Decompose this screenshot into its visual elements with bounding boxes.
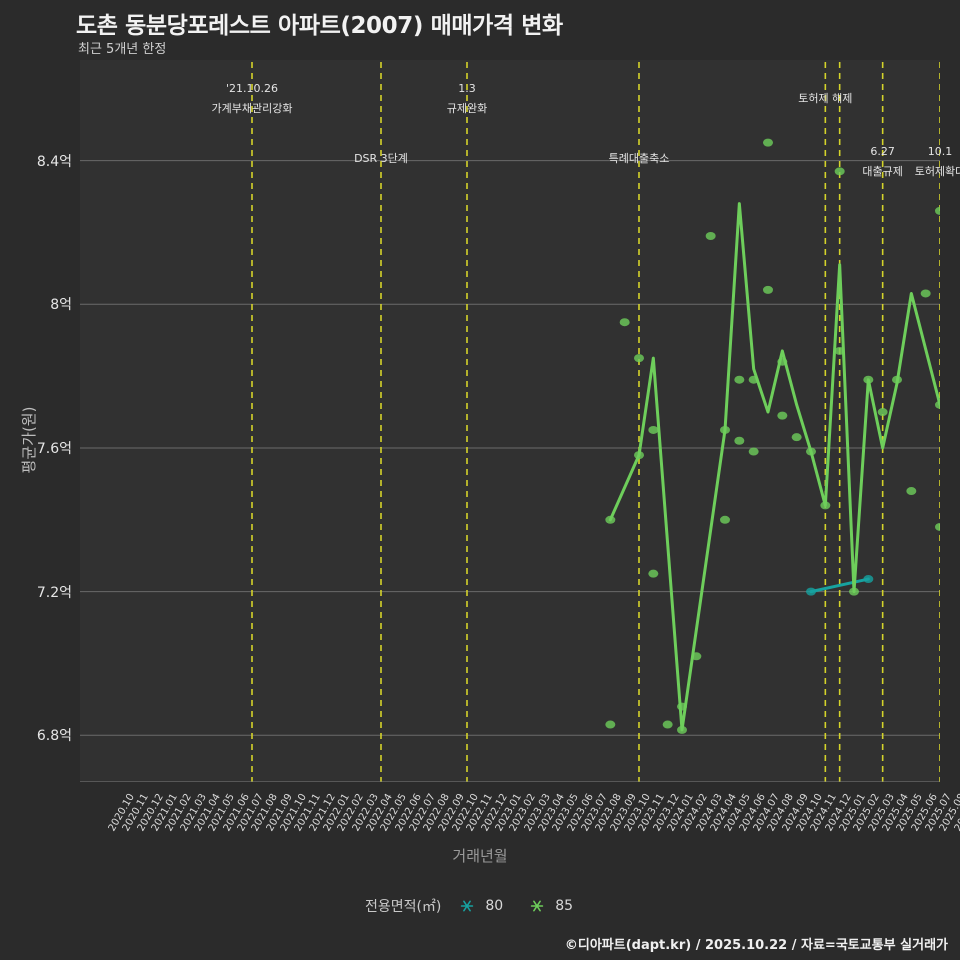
data-point[interactable] — [791, 433, 802, 442]
data-point[interactable] — [605, 720, 616, 729]
event-name-label: 특례대출축소 — [608, 152, 670, 165]
data-point[interactable] — [935, 522, 940, 531]
event-date-label: '21.10.26 — [225, 82, 279, 95]
data-point[interactable] — [906, 487, 917, 496]
data-point[interactable] — [806, 447, 816, 456]
legend-title: 전용면적(㎡) — [364, 899, 442, 915]
data-point[interactable] — [935, 206, 940, 215]
data-point[interactable] — [777, 357, 788, 366]
data-point[interactable] — [720, 515, 730, 524]
series-line-80 — [809, 577, 870, 594]
data-point[interactable] — [734, 436, 745, 445]
data-point[interactable] — [605, 515, 616, 524]
data-point[interactable] — [677, 702, 687, 711]
data-point[interactable] — [634, 354, 644, 363]
data-point[interactable] — [777, 411, 788, 420]
data-point[interactable] — [863, 375, 874, 384]
legend-items: 80 85 — [455, 898, 595, 914]
data-point[interactable] — [863, 575, 874, 584]
data-point[interactable] — [849, 587, 859, 596]
y-axis-tick-label: 8억 — [50, 297, 72, 314]
data-point[interactable] — [834, 167, 845, 176]
data-point[interactable] — [763, 138, 773, 147]
plot-background — [80, 60, 940, 782]
legend-label-80[interactable]: 80 — [485, 898, 504, 914]
event-date-label: 1.3 — [458, 82, 476, 95]
footer-credit: ©디아파트(dapt.kr) / 2025.10.22 / 자료=국토교통부 실… — [564, 938, 948, 953]
data-point[interactable] — [662, 720, 673, 729]
event-name-label: 토허제확대 — [914, 165, 960, 178]
data-point[interactable] — [763, 285, 773, 294]
data-point[interactable] — [734, 375, 745, 384]
plot-svg — [80, 60, 940, 782]
legend-asterisk-marker-icon-85 — [525, 899, 549, 913]
data-point[interactable] — [877, 408, 888, 417]
chart-legend: 전용면적(㎡) 80 85 — [0, 896, 960, 916]
chart-subtitle: 최근 5개년 한정 — [78, 42, 167, 57]
event-name-label: 토허제 해제 — [798, 92, 853, 105]
data-point[interactable] — [834, 346, 845, 355]
legend-label-85[interactable]: 85 — [555, 898, 574, 914]
data-point[interactable] — [634, 451, 644, 460]
y-axis-tick-label: 7.2억 — [36, 584, 72, 601]
event-name-label: 가계부채관리강화 — [211, 102, 293, 115]
data-point[interactable] — [619, 318, 630, 327]
data-point[interactable] — [648, 569, 659, 578]
x-axis-label: 거래년월 — [452, 847, 508, 865]
data-point[interactable] — [820, 501, 831, 510]
data-point[interactable] — [691, 652, 702, 661]
event-name-label: 규제완화 — [446, 102, 488, 115]
page-title: 도촌 동분당포레스트 아파트(2007) 매매가격 변화 — [76, 13, 563, 39]
plot-area — [80, 60, 940, 782]
data-point[interactable] — [677, 725, 687, 734]
y-axis-tick-label: 7.6억 — [36, 440, 72, 457]
data-point[interactable] — [892, 375, 902, 384]
event-name-label: DSR 3단계 — [354, 152, 408, 165]
data-point[interactable] — [935, 400, 940, 409]
y-axis-tick-label: 8.4억 — [36, 153, 72, 170]
event-date-label: 6.27 — [870, 145, 895, 158]
data-point[interactable] — [705, 232, 716, 241]
data-point[interactable] — [720, 425, 730, 434]
legend-asterisk-marker-icon-80 — [455, 899, 479, 913]
event-date-label: 10.1 — [927, 145, 953, 158]
event-name-label: 대출규제 — [862, 165, 903, 178]
y-axis-tick-label: 6.8억 — [36, 728, 72, 745]
data-point[interactable] — [920, 289, 931, 298]
data-point[interactable] — [748, 375, 759, 384]
data-point[interactable] — [806, 587, 816, 596]
data-point[interactable] — [648, 425, 659, 434]
data-point[interactable] — [748, 447, 759, 456]
